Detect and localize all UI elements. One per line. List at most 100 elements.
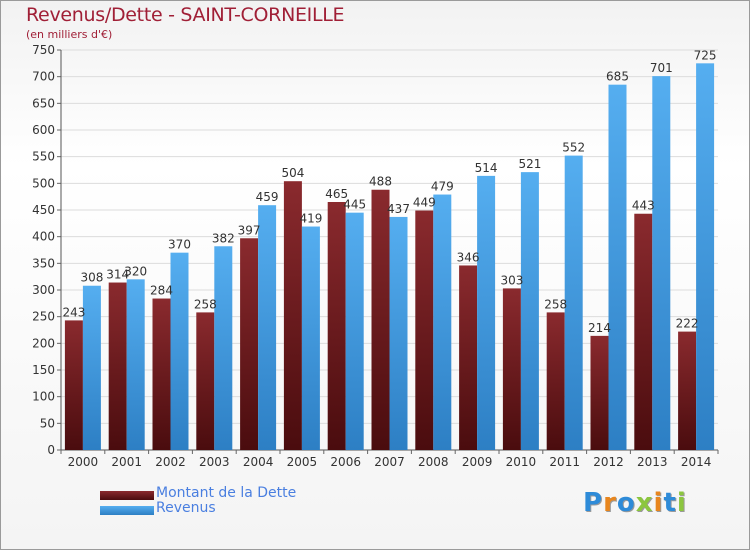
bar-dette xyxy=(64,320,83,450)
x-tick-label: 2008 xyxy=(418,455,449,469)
data-label-dette: 488 xyxy=(369,175,392,189)
data-label-revenus: 725 xyxy=(694,48,717,62)
y-tick-label: 250 xyxy=(32,310,55,324)
data-label-revenus: 521 xyxy=(518,157,541,171)
x-tick-label: 2009 xyxy=(462,455,493,469)
data-label-revenus: 552 xyxy=(562,141,585,155)
bar-dette xyxy=(108,282,127,450)
y-tick-label: 100 xyxy=(32,390,55,404)
x-tick-label: 2001 xyxy=(111,455,142,469)
data-label-revenus: 514 xyxy=(475,161,498,175)
data-label-revenus: 382 xyxy=(212,231,235,245)
data-label-dette: 346 xyxy=(457,250,480,264)
data-label-revenus: 701 xyxy=(650,61,673,75)
x-tick-label: 2002 xyxy=(155,455,186,469)
data-label-dette: 303 xyxy=(500,273,523,287)
bar-dette xyxy=(546,312,565,450)
bar-revenus xyxy=(126,279,145,450)
data-label-dette: 397 xyxy=(238,223,261,237)
legend-swatch-dette xyxy=(100,491,154,500)
x-tick-label: 2012 xyxy=(593,455,624,469)
data-label-revenus: 419 xyxy=(299,212,322,226)
x-tick-label: 2007 xyxy=(374,455,405,469)
data-label-revenus: 320 xyxy=(124,264,147,278)
bar-revenus xyxy=(301,226,320,450)
y-tick-label: 200 xyxy=(32,336,55,350)
data-label-revenus: 685 xyxy=(606,70,629,84)
bar-revenus xyxy=(477,175,496,450)
data-label-dette: 504 xyxy=(281,166,304,180)
bar-revenus xyxy=(564,155,583,450)
bar-dette xyxy=(590,335,609,450)
bar-revenus xyxy=(170,252,189,450)
bar-dette xyxy=(678,331,697,450)
bar-revenus xyxy=(696,63,715,450)
bar-revenus xyxy=(433,194,452,450)
data-label-revenus: 308 xyxy=(80,271,103,285)
bar-revenus xyxy=(82,285,101,450)
y-tick-label: 400 xyxy=(32,230,55,244)
bar-dette xyxy=(196,312,215,450)
y-tick-label: 750 xyxy=(32,43,55,57)
data-label-dette: 258 xyxy=(544,297,567,311)
data-label-revenus: 445 xyxy=(343,198,366,212)
logo-letter: t xyxy=(663,488,677,518)
legend-label-revenus: Revenus xyxy=(156,500,216,516)
logo-letter: P xyxy=(583,488,604,518)
data-label-dette: 214 xyxy=(588,321,611,335)
data-label-dette: 284 xyxy=(150,284,173,298)
x-tick-label: 2003 xyxy=(199,455,230,469)
bars xyxy=(64,63,715,451)
chart-subtitle: (en milliers d'€) xyxy=(26,28,113,41)
legend-label-dette: Montant de la Dette xyxy=(156,485,297,501)
bar-dette xyxy=(283,181,302,450)
x-tick-label: 2000 xyxy=(68,455,99,469)
bar-revenus xyxy=(608,84,627,451)
x-tick-label: 2011 xyxy=(549,455,580,469)
logo-letter: i xyxy=(653,488,664,518)
bar-revenus xyxy=(652,76,671,450)
bar-revenus xyxy=(214,246,233,450)
legend-swatch-revenus xyxy=(100,506,154,515)
bar-revenus xyxy=(345,212,364,450)
bar-revenus xyxy=(389,216,408,450)
y-tick-label: 450 xyxy=(32,203,55,217)
data-label-dette: 222 xyxy=(676,317,699,331)
logo-letter: r xyxy=(603,488,617,518)
bar-dette xyxy=(371,189,390,450)
x-tick-label: 2005 xyxy=(287,455,318,469)
logo-letter: o xyxy=(616,488,636,518)
bar-dette xyxy=(240,238,259,450)
y-tick-label: 0 xyxy=(47,443,55,457)
proxiti-logo: Proxiti xyxy=(583,488,687,518)
x-tick-label: 2010 xyxy=(506,455,537,469)
data-label-revenus: 479 xyxy=(431,180,454,194)
logo-letter: i xyxy=(676,488,687,518)
data-label-dette: 449 xyxy=(413,196,436,210)
y-tick-label: 350 xyxy=(32,256,55,270)
bar-revenus xyxy=(258,205,277,450)
bar-dette xyxy=(634,213,653,450)
y-tick-label: 500 xyxy=(32,176,55,190)
chart-title: Revenus/Dette - SAINT-CORNEILLE xyxy=(26,4,345,26)
bar-dette xyxy=(415,210,434,450)
axes: 0 50 100 150 200 250 300 350 400 450 500 550 600 650 7… xyxy=(32,43,719,469)
data-label-revenus: 437 xyxy=(387,202,410,216)
bar-dette xyxy=(327,202,346,450)
data-label-revenus: 459 xyxy=(256,190,279,204)
y-tick-label: 150 xyxy=(32,363,55,377)
y-tick-label: 300 xyxy=(32,283,55,297)
data-label-dette: 465 xyxy=(325,187,348,201)
data-label-dette: 314 xyxy=(106,268,129,282)
y-tick-label: 600 xyxy=(32,123,55,137)
bar-revenus xyxy=(520,172,539,450)
bar-dette xyxy=(459,265,478,450)
data-label-revenus: 370 xyxy=(168,238,191,252)
bar-dette xyxy=(502,288,521,450)
y-tick-label: 550 xyxy=(32,150,55,164)
logo-letter: x xyxy=(635,488,654,518)
x-tick-label: 2006 xyxy=(330,455,361,469)
x-tick-label: 2004 xyxy=(243,455,274,469)
y-tick-label: 50 xyxy=(40,416,55,430)
